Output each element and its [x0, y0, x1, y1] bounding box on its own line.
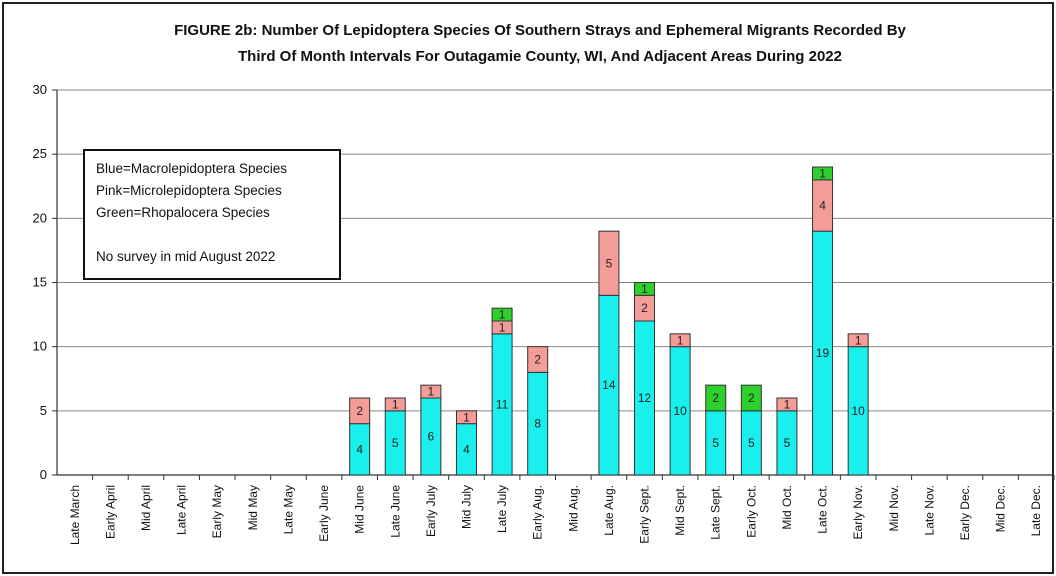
- x-tick-label: Mid Aug.: [566, 485, 580, 532]
- y-tick-label: 20: [33, 210, 47, 225]
- x-tick-label: Early June: [317, 485, 331, 542]
- bar-segment-micro: [384, 397, 406, 412]
- legend-note: No survey in mid August 2022: [96, 249, 275, 264]
- data-label-rhopalo: 1: [819, 166, 826, 180]
- data-label-micro: 4: [819, 199, 826, 213]
- x-tick-label: Mid April: [139, 485, 153, 531]
- data-label-macro: 4: [356, 442, 363, 456]
- data-label-macro: 11: [496, 397, 509, 411]
- data-label-micro: 1: [428, 385, 435, 399]
- data-label-micro: 2: [356, 404, 363, 418]
- data-label-micro: 1: [392, 397, 399, 411]
- data-label-micro: 1: [463, 410, 470, 424]
- data-label-rhopalo: 1: [499, 308, 506, 322]
- data-label-macro: 10: [851, 404, 865, 418]
- x-tick-label: Early April: [103, 485, 117, 539]
- chart-title-line1: FIGURE 2b: Number Of Lepidoptera Species…: [174, 22, 906, 39]
- bar-segment-micro: [527, 346, 549, 373]
- data-label-macro: 19: [816, 346, 830, 360]
- data-label-macro: 14: [602, 378, 616, 392]
- x-tick-label: Late Dec.: [1029, 485, 1043, 536]
- data-label-micro: 2: [534, 353, 541, 367]
- data-label-rhopalo: 1: [641, 282, 648, 296]
- x-tick-label: Mid July: [459, 485, 473, 529]
- y-tick-label: 10: [33, 339, 47, 354]
- x-tick-label: Early July: [424, 485, 438, 537]
- x-tick-label: Mid Sept.: [673, 485, 687, 536]
- legend-line-macro: Blue=Macrolepidoptera Species: [96, 161, 287, 176]
- x-tick-label: Mid Dec.: [994, 485, 1008, 532]
- bar-segment-micro: [598, 230, 620, 296]
- bar-segment-micro: [349, 397, 371, 425]
- y-tick-label: 15: [33, 275, 47, 290]
- x-tick-label: Late April: [175, 485, 189, 535]
- data-label-macro: 4: [463, 442, 470, 456]
- bar-segment-micro: [455, 410, 477, 425]
- bar-segment-micro: [847, 333, 869, 348]
- bar-segment-micro: [420, 384, 442, 399]
- bar-segment-rhopalo: [705, 384, 727, 412]
- x-tick-label: Mid Nov.: [887, 485, 901, 531]
- data-label-rhopalo: 2: [712, 391, 719, 405]
- data-label-macro: 12: [638, 391, 652, 405]
- bar-segment-micro: [776, 397, 798, 412]
- data-label-micro: 2: [641, 301, 648, 315]
- x-tick-label: Mid Oct.: [780, 485, 794, 530]
- bar-segment-rhopalo: [491, 307, 513, 322]
- y-tick-label: 30: [33, 82, 47, 97]
- x-tick-label: Mid May: [246, 485, 260, 530]
- x-tick-label: Mid June: [353, 485, 367, 534]
- x-tick-label: Late July: [495, 485, 509, 533]
- data-label-macro: 10: [673, 404, 687, 418]
- data-label-macro: 5: [784, 436, 791, 450]
- legend-line-rhopalo: Green=Rhopalocera Species: [96, 205, 270, 220]
- x-tick-label: Early Dec.: [958, 485, 972, 540]
- x-tick-label: Late Aug.: [602, 485, 616, 536]
- x-tick-label: Early May: [210, 485, 224, 538]
- data-label-macro: 6: [428, 430, 435, 444]
- chart-title-line2: Third Of Month Intervals For Outagamie C…: [238, 48, 842, 65]
- data-label-micro: 1: [677, 333, 684, 347]
- bar-segment-rhopalo: [634, 282, 656, 296]
- y-tick-label: 0: [40, 467, 47, 482]
- bar-segment-rhopalo: [812, 166, 834, 181]
- x-tick-label: Late May: [281, 485, 295, 534]
- data-label-micro: 1: [784, 397, 791, 411]
- x-tick-label: Late March: [68, 485, 82, 545]
- bar-segment-rhopalo: [740, 384, 762, 412]
- y-tick-label: 5: [40, 403, 47, 418]
- x-tick-label: Late Sept.: [709, 485, 723, 540]
- x-tick-label: Early Oct.: [744, 485, 758, 538]
- data-label-rhopalo: 2: [748, 391, 755, 405]
- legend-box: [83, 149, 341, 280]
- bar-segment-micro: [669, 333, 691, 348]
- x-tick-label: Late Oct.: [816, 485, 830, 534]
- data-label-macro: 5: [392, 436, 399, 450]
- data-label-macro: 5: [748, 436, 755, 450]
- legend-line-micro: Pink=Microlepidoptera Species: [96, 183, 282, 198]
- x-tick-label: Late June: [388, 485, 402, 538]
- x-tick-label: Early Nov.: [851, 485, 865, 539]
- data-label-macro: 5: [712, 436, 719, 450]
- data-label-micro: 1: [499, 320, 506, 334]
- legend: Blue=Macrolepidoptera Species Pink=Micro…: [83, 149, 341, 280]
- y-tick-label: 25: [33, 146, 47, 161]
- data-label-micro: 5: [606, 256, 613, 270]
- x-tick-label: Early Sept.: [638, 485, 652, 544]
- data-label-macro: 8: [534, 417, 541, 431]
- data-label-micro: 1: [855, 333, 862, 347]
- x-tick-label: Early Aug.: [531, 485, 545, 540]
- x-tick-label: Late Nov.: [922, 485, 936, 535]
